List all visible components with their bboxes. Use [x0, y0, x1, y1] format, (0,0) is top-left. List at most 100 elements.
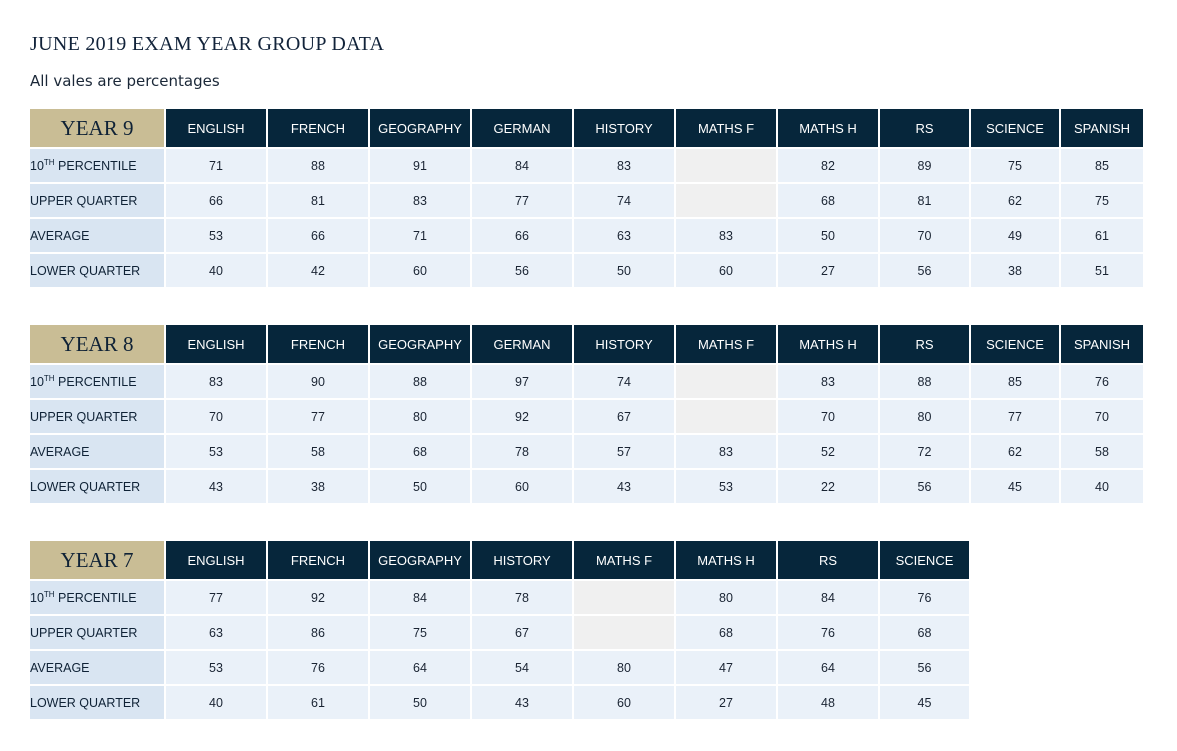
table-row: UPPER QUARTER 63 86 75 67 68 76 68	[30, 616, 969, 649]
value-cell: 68	[880, 616, 969, 649]
subject-header: MATHS F	[676, 325, 776, 363]
value-cell: 70	[1061, 400, 1143, 433]
value-cell: 38	[268, 470, 368, 503]
value-cell: 56	[880, 470, 969, 503]
value-cell: 84	[472, 149, 572, 182]
year-label: YEAR 8	[30, 325, 164, 363]
value-cell: 66	[166, 184, 266, 217]
value-cell: 60	[676, 254, 776, 287]
value-cell: 84	[370, 581, 470, 614]
table-row: 10TH PERCENTILE 77 92 84 78 80 84 76	[30, 581, 969, 614]
value-cell: 57	[574, 435, 674, 468]
row-label: LOWER QUARTER	[30, 254, 164, 287]
subject-header: HISTORY	[472, 541, 572, 579]
subject-header: SCIENCE	[880, 541, 969, 579]
value-cell: 88	[880, 365, 969, 398]
row-label: LOWER QUARTER	[30, 686, 164, 719]
subject-header: MATHS H	[778, 325, 878, 363]
value-cell: 88	[268, 149, 368, 182]
value-cell	[676, 149, 776, 182]
subject-header: ENGLISH	[166, 109, 266, 147]
value-cell: 76	[1061, 365, 1143, 398]
subject-header: RS	[880, 325, 969, 363]
value-cell: 78	[472, 581, 572, 614]
value-cell: 62	[971, 435, 1059, 468]
value-cell: 91	[370, 149, 470, 182]
value-cell: 67	[472, 616, 572, 649]
value-cell	[574, 616, 674, 649]
year-7-table: YEAR 7 ENGLISH FRENCH GEOGRAPHY HISTORY …	[28, 539, 971, 721]
subject-header: MATHS H	[676, 541, 776, 579]
value-cell: 53	[166, 435, 266, 468]
year-label: YEAR 9	[30, 109, 164, 147]
value-cell: 92	[472, 400, 572, 433]
value-cell: 63	[574, 219, 674, 252]
value-cell	[574, 581, 674, 614]
value-cell: 47	[676, 651, 776, 684]
value-cell: 60	[574, 686, 674, 719]
value-cell: 80	[574, 651, 674, 684]
value-cell: 83	[676, 219, 776, 252]
value-cell: 84	[778, 581, 878, 614]
value-cell: 40	[166, 686, 266, 719]
subject-header: ENGLISH	[166, 325, 266, 363]
value-cell: 77	[971, 400, 1059, 433]
row-label: AVERAGE	[30, 435, 164, 468]
value-cell: 83	[370, 184, 470, 217]
subject-header: GEOGRAPHY	[370, 109, 470, 147]
table-row: LOWER QUARTER 43 38 50 60 43 53 22 56 45…	[30, 470, 1143, 503]
value-cell: 77	[166, 581, 266, 614]
value-cell: 85	[1061, 149, 1143, 182]
value-cell: 56	[880, 651, 969, 684]
value-cell: 56	[880, 254, 969, 287]
value-cell: 70	[778, 400, 878, 433]
value-cell: 72	[880, 435, 969, 468]
subject-header: GERMAN	[472, 109, 572, 147]
value-cell: 43	[166, 470, 266, 503]
value-cell: 88	[370, 365, 470, 398]
value-cell: 27	[778, 254, 878, 287]
value-cell: 42	[268, 254, 368, 287]
value-cell: 77	[472, 184, 572, 217]
subject-header: ENGLISH	[166, 541, 266, 579]
value-cell: 90	[268, 365, 368, 398]
value-cell: 82	[778, 149, 878, 182]
value-cell: 38	[971, 254, 1059, 287]
value-cell: 64	[778, 651, 878, 684]
value-cell: 50	[778, 219, 878, 252]
table-row: UPPER QUARTER 66 81 83 77 74 68 81 62 75	[30, 184, 1143, 217]
subject-header: RS	[778, 541, 878, 579]
subject-header: MATHS F	[676, 109, 776, 147]
value-cell: 43	[574, 470, 674, 503]
value-cell: 50	[574, 254, 674, 287]
value-cell: 83	[778, 365, 878, 398]
value-cell: 71	[166, 149, 266, 182]
value-cell: 43	[472, 686, 572, 719]
value-cell: 22	[778, 470, 878, 503]
value-cell: 56	[472, 254, 572, 287]
value-cell: 64	[370, 651, 470, 684]
value-cell: 53	[676, 470, 776, 503]
value-cell: 68	[370, 435, 470, 468]
row-label: AVERAGE	[30, 219, 164, 252]
value-cell: 54	[472, 651, 572, 684]
subject-header: HISTORY	[574, 325, 674, 363]
subject-header: MATHS H	[778, 109, 878, 147]
value-cell: 85	[971, 365, 1059, 398]
value-cell: 68	[676, 616, 776, 649]
value-cell: 89	[880, 149, 969, 182]
value-cell	[676, 184, 776, 217]
value-cell: 58	[1061, 435, 1143, 468]
subject-header: RS	[880, 109, 969, 147]
value-cell: 74	[574, 365, 674, 398]
table-row: AVERAGE 53 58 68 78 57 83 52 72 62 58	[30, 435, 1143, 468]
value-cell: 48	[778, 686, 878, 719]
table-row: LOWER QUARTER 40 42 60 56 50 60 27 56 38…	[30, 254, 1143, 287]
value-cell: 71	[370, 219, 470, 252]
value-cell: 50	[370, 470, 470, 503]
value-cell	[676, 365, 776, 398]
year-label: YEAR 7	[30, 541, 164, 579]
value-cell: 74	[574, 184, 674, 217]
row-label: 10TH PERCENTILE	[30, 365, 164, 398]
subject-header: SCIENCE	[971, 109, 1059, 147]
